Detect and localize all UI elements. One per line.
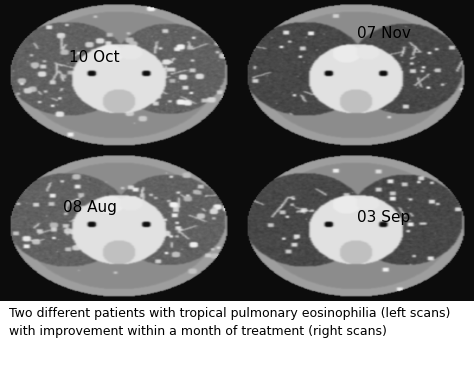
Text: 08 Aug: 08 Aug bbox=[63, 200, 117, 215]
Text: 07 Nov: 07 Nov bbox=[357, 26, 411, 40]
Text: 10 Oct: 10 Oct bbox=[70, 50, 120, 65]
Text: 03 Sep: 03 Sep bbox=[357, 211, 410, 225]
Text: Two different patients with tropical pulmonary eosinophilia (left scans)
with im: Two different patients with tropical pul… bbox=[9, 307, 451, 338]
